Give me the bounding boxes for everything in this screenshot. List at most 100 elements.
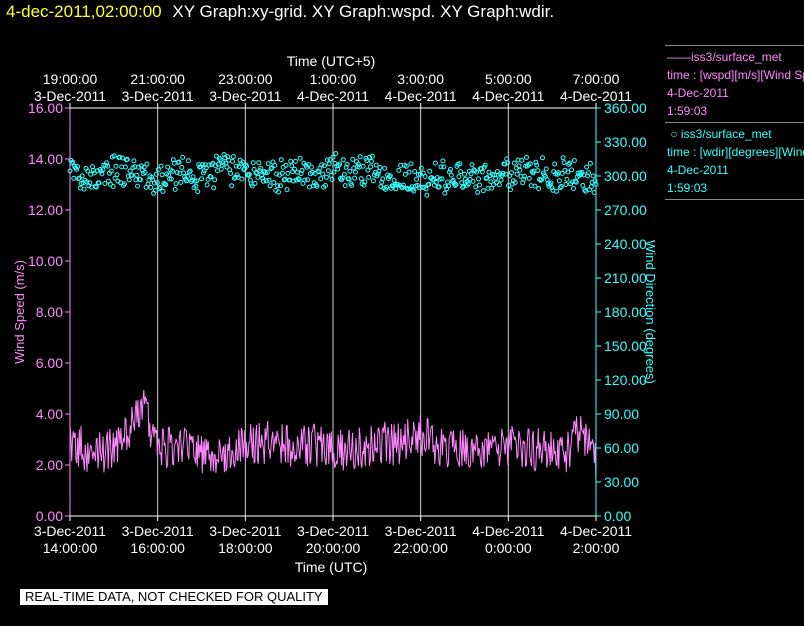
wind-direction-point — [470, 178, 476, 184]
wind-direction-point — [416, 172, 421, 177]
wind-direction-point — [193, 183, 199, 189]
wind-direction-point — [544, 177, 550, 183]
wind-direction-point — [493, 175, 498, 181]
wind-direction-point — [540, 155, 545, 161]
wind-direction-point — [126, 177, 132, 183]
wind-direction-point — [93, 184, 99, 190]
wind-direction-point — [199, 176, 204, 182]
wind-direction-point — [440, 158, 446, 164]
wind-direction-point — [269, 165, 275, 171]
wind-direction-point — [488, 179, 494, 185]
wind-direction-point — [173, 181, 179, 187]
wind-direction-point — [364, 158, 370, 164]
wind-direction-point — [221, 152, 227, 157]
wind-direction-point — [536, 186, 542, 192]
wind-direction-point — [446, 183, 451, 189]
x-axis-label-bottom: Time (UTC) — [295, 559, 368, 575]
wind-direction-point — [271, 180, 277, 185]
y-tick-label-right: 60.00 — [604, 440, 639, 456]
wind-direction-point — [289, 163, 295, 169]
wind-direction-point — [240, 159, 246, 165]
wind-direction-point — [114, 172, 120, 178]
wind-direction-point — [100, 167, 106, 173]
wind-direction-point — [141, 164, 147, 170]
wind-direction-point — [324, 157, 330, 163]
wind-direction-point — [277, 183, 283, 189]
wind-direction-point — [476, 176, 482, 182]
wind-direction-point — [414, 176, 420, 182]
wind-direction-point — [458, 169, 464, 175]
wind-direction-point — [260, 175, 266, 181]
wind-direction-point — [180, 154, 186, 160]
wind-direction-point — [526, 175, 532, 181]
wind-direction-point — [561, 160, 567, 166]
wind-direction-point — [349, 182, 355, 188]
wind-direction-point — [199, 162, 205, 167]
legend-entry-wind-direction: ○ iss3/surface_met time : [wdir][degrees… — [665, 122, 804, 200]
wind-direction-point — [323, 174, 329, 180]
x-top-tick-label-date: 4-Dec-2011 — [297, 88, 369, 104]
wind-direction-point — [279, 170, 285, 176]
wind-direction-point — [292, 166, 297, 172]
wind-direction-point — [342, 183, 348, 189]
x-top-tick-label-date: 4-Dec-2011 — [560, 88, 632, 104]
wind-direction-point — [353, 169, 358, 175]
wind-direction-point — [184, 173, 190, 179]
wind-direction-point — [230, 158, 235, 164]
wind-direction-point — [564, 176, 570, 182]
wind-direction-point — [377, 165, 383, 170]
wind-direction-point — [298, 171, 304, 177]
wind-direction-point — [469, 162, 475, 168]
wind-direction-point — [81, 186, 87, 192]
wind-direction-point — [233, 163, 239, 169]
wind-direction-point — [256, 160, 262, 166]
wind-direction-point — [445, 179, 451, 185]
y-tick-label-left: 8.00 — [36, 304, 63, 320]
wind-direction-point — [156, 186, 162, 192]
wind-direction-point — [350, 156, 356, 162]
wind-direction-point — [74, 166, 80, 172]
wind-direction-point — [105, 163, 111, 169]
wind-direction-point — [508, 187, 513, 193]
wind-direction-point — [355, 161, 361, 167]
y-tick-label-right: 300.00 — [604, 168, 647, 184]
wind-direction-point — [263, 178, 269, 184]
wind-direction-point — [108, 168, 114, 174]
wind-direction-point — [330, 154, 336, 160]
wind-direction-point — [402, 171, 408, 177]
wind-direction-point — [366, 174, 372, 180]
legend-time: 1:59:03 — [667, 104, 708, 118]
wind-direction-point — [251, 166, 257, 172]
wind-direction-point — [337, 161, 343, 167]
wind-direction-point — [187, 168, 193, 174]
wind-direction-point — [456, 174, 462, 179]
wind-direction-point — [165, 164, 171, 170]
wind-direction-point — [314, 183, 320, 189]
legend-time: 1:59:03 — [667, 181, 708, 195]
wind-direction-point — [152, 180, 157, 186]
wind-direction-point — [325, 168, 331, 174]
wind-direction-point — [167, 176, 173, 182]
wind-direction-point — [261, 169, 267, 175]
wind-direction-point — [524, 154, 529, 160]
wind-direction-point — [411, 188, 417, 194]
wind-direction-point — [360, 163, 366, 169]
wind-direction-point — [137, 177, 143, 183]
x-tick-label-time: 22:00:00 — [393, 540, 448, 556]
wind-direction-point — [557, 185, 563, 191]
wind-direction-point — [387, 173, 393, 179]
x-top-tick-label-date: 3-Dec-2011 — [122, 88, 194, 104]
wind-direction-point — [70, 159, 76, 165]
wind-direction-point — [234, 172, 240, 178]
wind-direction-point — [511, 160, 517, 166]
wind-direction-point — [517, 167, 523, 173]
wind-direction-point — [554, 188, 559, 194]
wind-direction-point — [326, 161, 332, 167]
wind-speed-series-line — [69, 389, 597, 487]
wind-direction-point — [87, 180, 93, 186]
wind-direction-point — [309, 169, 315, 175]
header-graph-titles: XY Graph:xy-grid. XY Graph:wspd. XY Grap… — [172, 2, 555, 21]
wind-direction-point — [549, 185, 555, 191]
wind-direction-point — [102, 181, 108, 187]
y-tick-label-right: 270.00 — [604, 202, 647, 218]
